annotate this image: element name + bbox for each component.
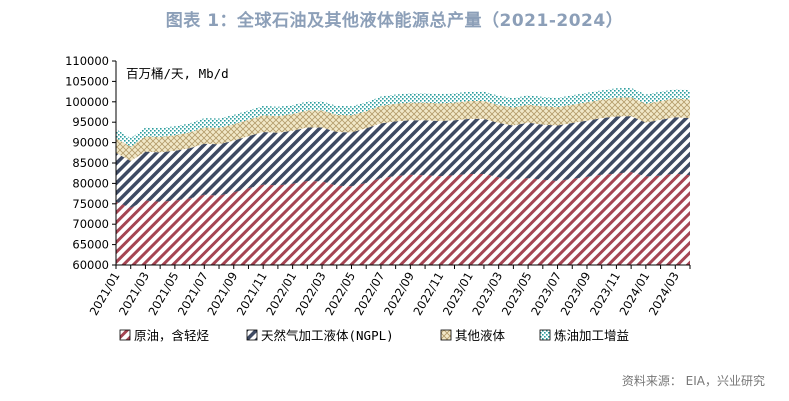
legend: 原油，含轻烃 天然气加工液体(NGPL) 其他液体 炼油加工增益: [119, 328, 629, 343]
chart-title: 图表 1：全球石油及其他液体能源总产量（2021-2024）: [165, 11, 624, 31]
y-tick-label: 95000: [72, 115, 109, 129]
legend-swatch: [539, 329, 551, 341]
legend-label: 原油，含轻烃: [134, 328, 210, 343]
legend-label: 其他液体: [455, 328, 506, 343]
y-tick-label: 105000: [65, 74, 109, 88]
series-other-area: [116, 97, 690, 161]
y-tick-label: 65000: [72, 238, 109, 252]
legend-swatch: [246, 329, 258, 341]
y-tick-label: 100000: [65, 95, 109, 109]
plot-area: [116, 87, 690, 265]
series-gain-area: [116, 87, 690, 147]
series-crude-area: [116, 172, 690, 265]
y-tick-label: 90000: [72, 136, 109, 150]
legend-label: 炼油加工增益: [554, 328, 629, 343]
y-tick-label: 80000: [72, 176, 109, 190]
unit-label: 百万桶/天, Mb/d: [126, 66, 229, 81]
y-tick-label: 70000: [72, 217, 109, 231]
x-axis: 2021/012021/032021/052021/072021/092021/…: [87, 264, 691, 318]
y-tick-label: 110000: [65, 54, 109, 68]
legend-swatch: [440, 329, 452, 341]
series-ngpl-area: [116, 116, 690, 208]
y-tick-label: 75000: [72, 197, 109, 211]
y-axis: 60000 65000 70000 75000 80000 85000 90000 95000…: [65, 54, 117, 272]
legend-label: 天然气加工液体(NGPL): [261, 328, 394, 343]
y-tick-label: 85000: [72, 156, 109, 170]
source-note: 资料来源： EIA，兴业研究: [621, 374, 765, 388]
y-tick-label: 60000: [72, 258, 109, 272]
legend-swatch: [119, 329, 131, 341]
